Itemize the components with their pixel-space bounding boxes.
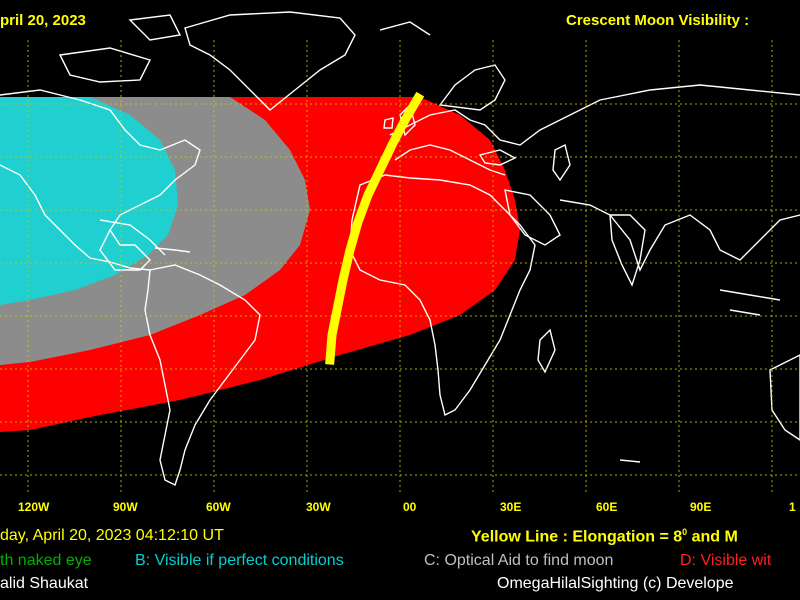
lon-label-edge: 1: [789, 500, 796, 514]
lon-label-120w: 120W: [18, 500, 50, 514]
elongation-line: [325, 91, 425, 365]
zone-b-visible-perfect: [0, 97, 178, 305]
legend-a: th naked eye: [0, 552, 92, 569]
legend-d: D: Visible wit: [680, 552, 772, 569]
lon-label-30w: 30W: [306, 500, 331, 514]
lon-label-60w: 60W: [206, 500, 231, 514]
footer-yellow-line: Yellow Line : Elongation = 80 and M: [471, 527, 738, 546]
lon-label-60e: 60E: [596, 500, 618, 514]
header-date: pril 20, 2023: [0, 12, 86, 29]
lon-label-90e: 90E: [690, 500, 712, 514]
lon-label-00: 00: [403, 500, 417, 514]
yellow-line-label: Yellow Line : Elongation = 8: [471, 528, 683, 546]
yellow-line-tail: and M: [687, 528, 738, 546]
lon-label-90w: 90W: [113, 500, 138, 514]
lon-label-30e: 30E: [500, 500, 522, 514]
footer-author: alid Shaukat: [0, 575, 89, 592]
legend-b: B: Visible if perfect conditions: [135, 552, 344, 569]
graticule: [0, 40, 800, 495]
footer-credit: OmegaHilalSighting (c) Develope: [497, 575, 734, 592]
legend-c: C: Optical Aid to find moon: [424, 552, 614, 569]
footer-datetime: day, April 20, 2023 04:12:10 UT: [0, 527, 224, 544]
yellow-line-degree: 0: [682, 527, 688, 537]
header-title: Crescent Moon Visibility :: [566, 12, 750, 29]
